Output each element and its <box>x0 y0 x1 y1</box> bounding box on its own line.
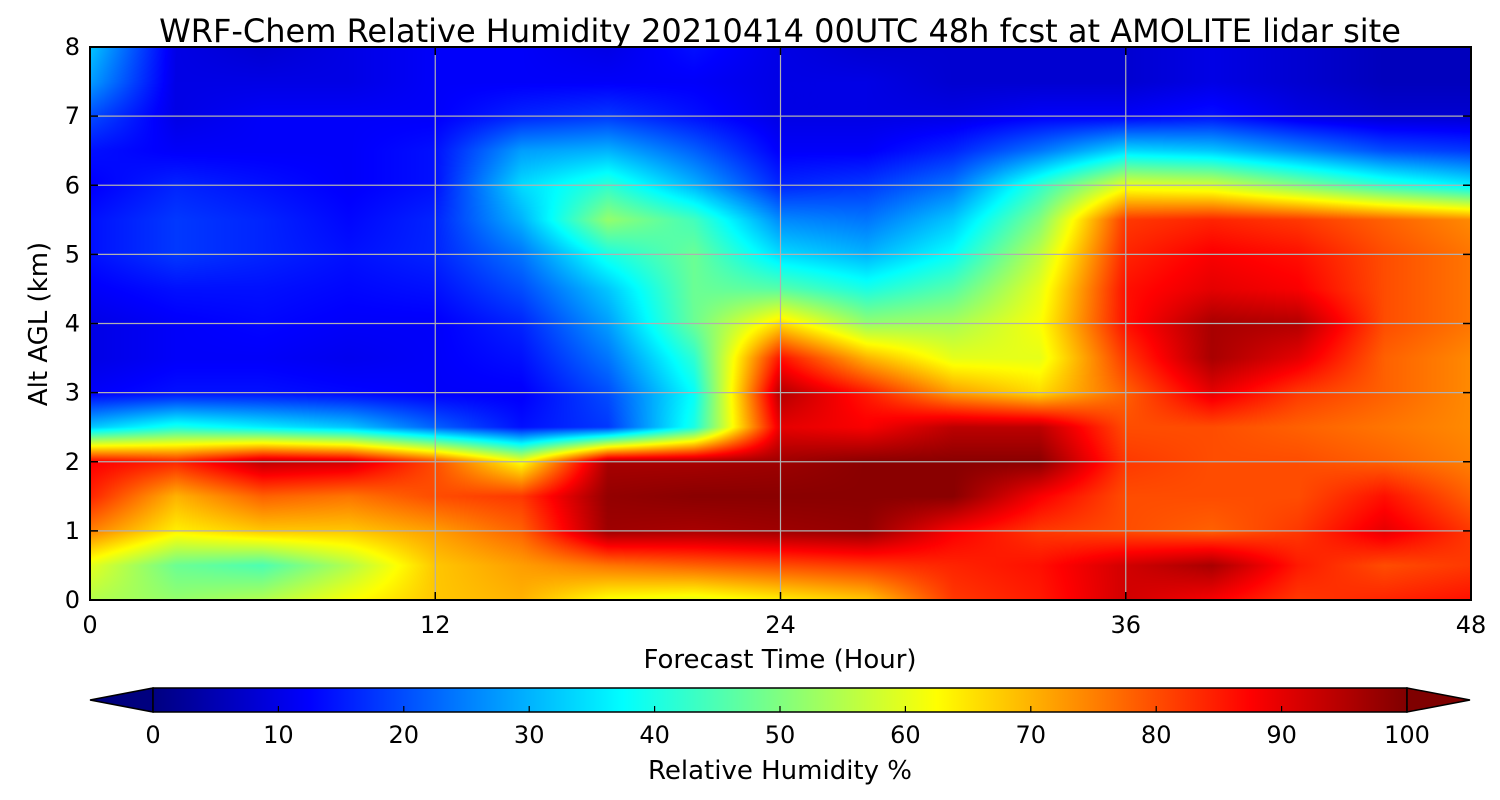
y-axis-ticks: 0 1 2 3 4 5 6 7 8 <box>65 33 1471 614</box>
colorbar-tick-label: 80 <box>1141 721 1172 749</box>
colorbar-tick-label: 10 <box>263 721 294 749</box>
x-tick-label: 36 <box>1110 611 1141 639</box>
y-tick-label: 4 <box>65 310 80 338</box>
colorbar-tick-label: 90 <box>1266 721 1297 749</box>
x-tick-label: 24 <box>765 611 796 639</box>
colorbar-tick-label: 0 <box>145 721 160 749</box>
colorbar-low-extension <box>89 687 154 713</box>
colorbar-tick-label: 40 <box>639 721 670 749</box>
colorbar-label: Relative Humidity % <box>648 756 912 786</box>
y-axis-label: Alt AGL (km) <box>24 242 54 406</box>
colorbar-tick-label: 50 <box>765 721 796 749</box>
colorbar-tick-label: 60 <box>890 721 921 749</box>
y-tick-label: 1 <box>65 517 80 545</box>
colorbar-tick-label: 20 <box>389 721 420 749</box>
y-tick-label: 2 <box>65 448 80 476</box>
y-tick-label: 3 <box>65 379 80 407</box>
colorbar-tick-label: 70 <box>1016 721 1047 749</box>
y-tick-label: 6 <box>65 171 80 199</box>
colorbar-tick-label: 30 <box>514 721 545 749</box>
x-tick-label: 12 <box>420 611 451 639</box>
y-tick-label: 5 <box>65 240 80 268</box>
chart-title: WRF-Chem Relative Humidity 20210414 00UT… <box>159 12 1401 50</box>
x-axis-ticks: 0 12 24 36 48 <box>82 47 1486 639</box>
colorbar: 0 10 20 30 40 50 60 70 80 90 100 Relative Humidity… <box>89 687 1471 786</box>
x-axis-label: Forecast Time (Hour) <box>643 645 916 675</box>
y-tick-label: 0 <box>65 586 80 614</box>
colorbar-ticks: 0 10 20 30 40 50 60 70 80 90 100 <box>145 706 1430 749</box>
x-tick-label: 48 <box>1456 611 1487 639</box>
y-tick-label: 7 <box>65 102 80 130</box>
colorbar-tick-label: 100 <box>1384 721 1430 749</box>
colorbar-high-extension <box>1406 687 1471 713</box>
y-tick-label: 8 <box>65 33 80 61</box>
x-tick-label: 0 <box>82 611 97 639</box>
